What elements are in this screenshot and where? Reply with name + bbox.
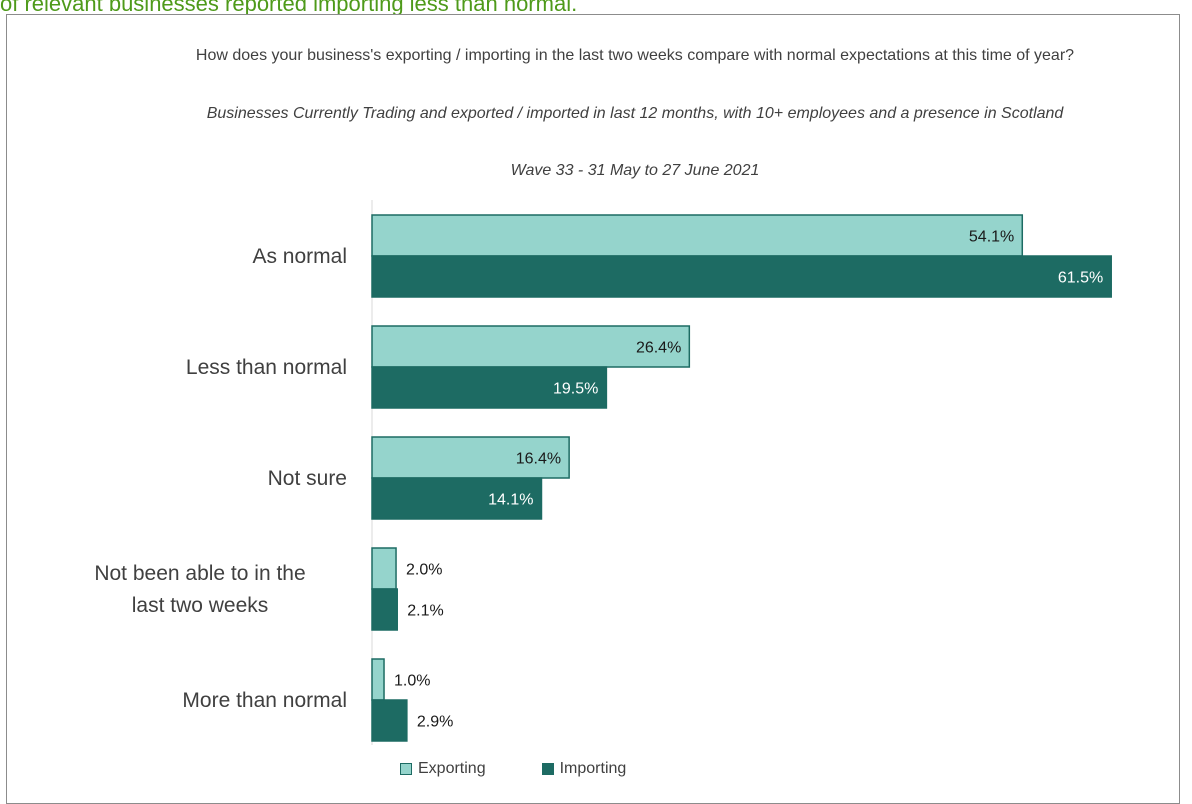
data-label: 61.5%	[1058, 270, 1103, 287]
bar-importing	[371, 699, 408, 742]
data-label: 14.1%	[488, 492, 533, 509]
chart-frame	[6, 14, 1180, 804]
category-label: More than normal	[182, 689, 347, 712]
legend-item-exporting: Exporting	[400, 760, 486, 778]
data-label: 2.9%	[417, 714, 453, 731]
bar-exporting	[371, 658, 385, 701]
data-label: 1.0%	[394, 673, 430, 690]
legend-swatch-exporting	[400, 763, 412, 775]
bar-importing	[371, 477, 543, 520]
bar-importing	[371, 255, 1112, 298]
data-label: 19.5%	[553, 381, 598, 398]
legend-label-importing: Importing	[559, 760, 627, 777]
bar-importing	[371, 366, 608, 409]
page-heading: of relevant businesses reported importin…	[0, 0, 578, 16]
bar-importing	[371, 588, 398, 631]
category-label: Not sure	[268, 467, 347, 490]
bar-exporting	[371, 214, 1024, 257]
chart-wave: Wave 33 - 31 May to 27 June 2021	[510, 162, 760, 179]
data-label: 2.1%	[407, 603, 443, 620]
legend-label-exporting: Exporting	[418, 760, 486, 777]
category-label: Less than normal	[186, 356, 347, 379]
data-label: 26.4%	[636, 340, 681, 357]
category-label: Not been able to in the last two weeks	[94, 562, 305, 617]
bar-exporting	[371, 547, 397, 590]
legend-item-importing: Importing	[541, 760, 627, 778]
bar-exporting	[371, 325, 691, 368]
chart-legend: Exporting Importing	[400, 760, 626, 778]
legend-swatch-importing	[541, 763, 554, 775]
category-label: As normal	[252, 245, 347, 268]
data-label: 16.4%	[516, 451, 561, 468]
chart-subtitle: Businesses Currently Trading and exporte…	[206, 105, 1064, 122]
data-label: 2.0%	[406, 562, 442, 579]
data-label: 54.1%	[969, 229, 1014, 246]
chart-title: How does your business's exporting / imp…	[195, 47, 1075, 64]
